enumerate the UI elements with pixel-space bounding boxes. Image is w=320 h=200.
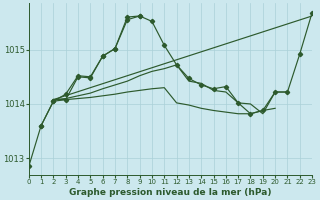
X-axis label: Graphe pression niveau de la mer (hPa): Graphe pression niveau de la mer (hPa): [69, 188, 272, 197]
